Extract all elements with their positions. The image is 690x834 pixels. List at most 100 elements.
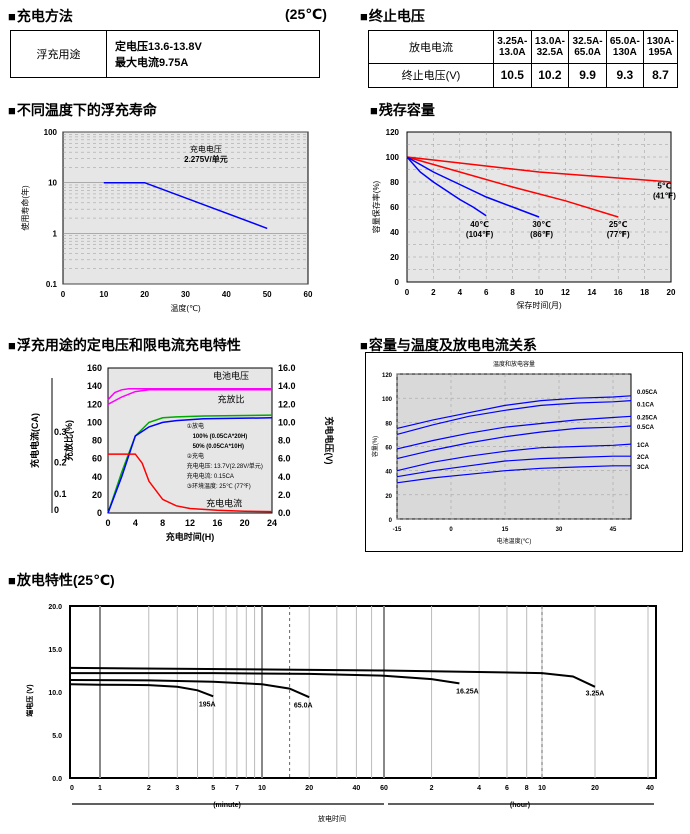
x-tick-label: 3 [175,785,179,792]
series-line [70,666,596,688]
series-line [107,388,272,401]
curve-label: 电池电压 [213,370,249,381]
series-line [396,395,632,429]
series-line [70,679,310,699]
series-label: 1CA [637,443,650,449]
end-range-cell: 130A-195A [642,30,679,64]
series-label: (77℉) [607,230,630,239]
legend-entry: ①放电 [187,422,204,430]
y-tick-label: 10.0 [48,690,62,697]
x-axis-label: 充电时间(H) [166,531,215,542]
y-tick-label: 100 [87,417,102,427]
x-axis-label: 电池温度(℃) [497,537,532,545]
series-label: 40℃ [470,220,489,229]
x-tick-label: 20 [240,518,250,528]
x-tick-label: 45 [610,527,617,533]
x-tick-label: 2 [431,288,436,297]
end-value-cell: 10.2 [530,62,570,89]
x-tick-label: 6 [505,785,509,792]
y2-tick-label: 16.0 [278,363,296,373]
x-tick-label: 40 [352,785,360,792]
charge-use-cell: 浮充用途 [10,30,107,78]
y2-tick-label: 12.0 [278,399,296,409]
x-tick-label: 16 [614,288,623,297]
x-tick-label: 20 [591,785,599,792]
end-voltage-header: 放电电流 [368,30,494,64]
section-title-life: ■不同温度下的浮充寿命 [8,102,157,118]
end-voltage-row-label: 终止电压(V) [368,62,494,89]
y-tick-label: 5.0 [52,733,62,740]
end-range-cell: 32.5A-65.0A [568,30,607,64]
x-tick-label: 10 [99,290,108,299]
y2-tick-label: 2.0 [278,490,291,500]
y-tick-label: 0.0 [52,776,62,783]
x-tick-label: 14 [587,288,596,297]
x-tick-label: 4 [477,785,481,792]
y-tick-label: 0 [389,518,393,524]
series-line [406,156,487,217]
y2-tick-label: 10.0 [278,417,296,427]
y-tick-label: 0.1 [46,280,58,289]
legend-entry: ③环境温度: 25℃ (77℉) [187,482,251,490]
series-label: (104℉) [466,230,494,239]
annotation: 2.275V/单元 [184,154,228,164]
section-title-residual: ■残存容量 [370,102,435,118]
series-line [108,453,273,513]
section-title-discharge: ■放电特性(25℃) [8,572,115,588]
float-char-chart: 0204060801001201401600.02.04.06.08.010.0… [29,363,335,542]
end-range-cell: 65.0A-130A [605,30,644,64]
charge-spec-cell: 定电压13.6-13.8V 最大电流9.75A [106,30,320,78]
charge-temp-note: (25℃) [285,6,327,22]
legend-entry: 充电电流: 0.15CA [187,472,234,480]
y-axis-label: 充电电流(CA) [29,413,40,468]
y-tick-label: 40 [385,470,392,476]
curve-label: 充放比 [217,393,244,404]
y-tick-label: 100 [44,128,58,137]
series-line [396,400,632,435]
x-tick-label: 4 [133,518,138,528]
x-tick-label: 20 [667,288,676,297]
y2-tick-label: 0.0 [278,508,291,518]
end-range-cell: 3.25A-13.0A [493,30,532,64]
legend-entry: ②充电 [187,452,204,460]
x-tick-label: 8 [160,518,165,528]
x-tick-label: 0 [61,290,66,299]
series-line [406,156,672,183]
series-label: 3CA [637,465,650,471]
y2-tick-label: 4.0 [278,472,291,482]
series-line [70,683,214,698]
y-tick-label: 60 [390,203,399,212]
section-title-float-char: ■浮充用途的定电压和限电流充电特性 [8,337,241,353]
unit-label: (minute) [213,802,241,809]
y-tick-label: 20 [390,253,399,262]
series-label: 0.25CA [637,415,658,421]
series-label: 25℃ [609,220,628,229]
series-line [396,455,631,478]
y-tick-label: 120 [87,399,102,409]
end-range-cell: 13.0A-32.5A [530,30,570,64]
series-label: (41℉) [653,191,676,200]
x-tick-label: 20 [305,785,313,792]
end-value-cell: 8.7 [642,62,679,89]
y-axis-label: 使用寿命(年) [20,185,30,231]
series-line [406,156,619,218]
x-tick-label: 0 [105,518,110,528]
x-tick-label: 40 [646,785,654,792]
y-axis-label: 充放比(%) [63,420,74,461]
y-tick-label: 20 [92,490,102,500]
end-value-cell: 9.3 [605,62,644,89]
y-tick-label: 100 [386,153,400,162]
y-tick-label: 120 [386,128,400,137]
legend-entry: 充电电压: 13.7V(2.28V/单元) [187,462,263,470]
section-title-charge-method: ■充电方法 [8,8,73,24]
series-label: 0.05CA [637,390,658,396]
series-label: 3.25A [586,690,605,697]
x-tick-label: 7 [235,785,239,792]
x-tick-label: 1 [98,785,102,792]
section-title-end-voltage: ■终止电压 [360,8,425,24]
series-line [406,156,540,218]
x-tick-label: 10 [538,785,546,792]
series-line [396,465,631,484]
unit-label: (hour) [510,802,530,809]
